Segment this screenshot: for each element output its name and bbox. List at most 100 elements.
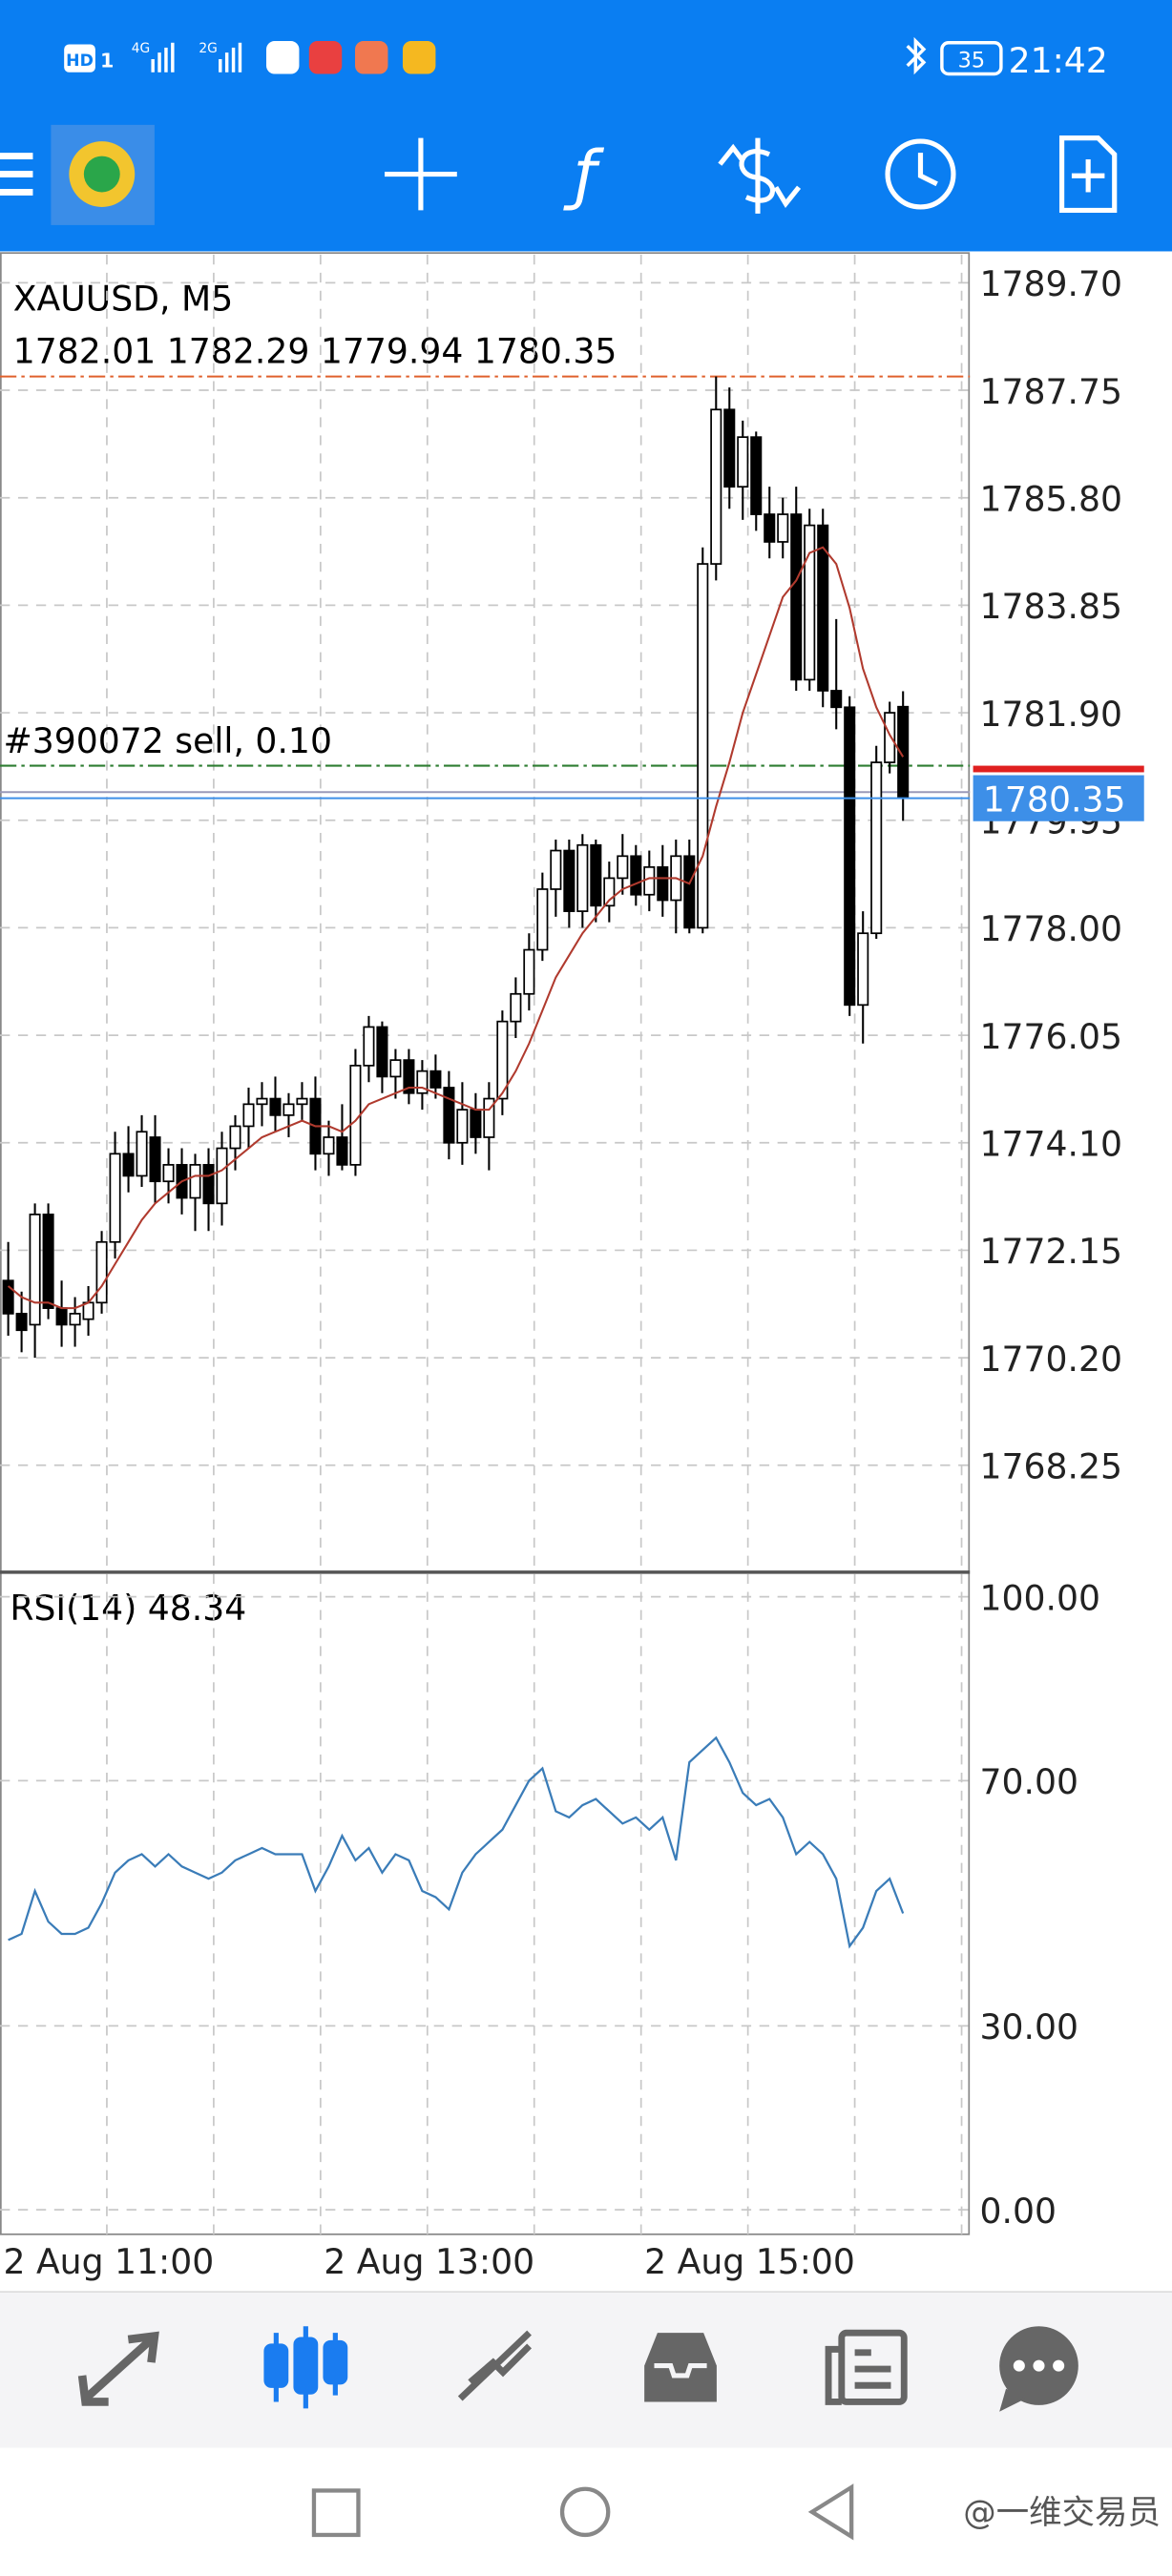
y-tick-label: 1770.20	[979, 1339, 1122, 1380]
x-tick-label: 2 Aug 15:00	[644, 2241, 855, 2282]
network-text: 4G	[132, 41, 150, 56]
hd-text: HD	[66, 52, 94, 71]
trade-tab[interactable]	[457, 2330, 533, 2401]
symbol-title: XAUUSD, M5	[13, 278, 233, 319]
nav-bar	[0, 2447, 1172, 2576]
top-bar	[0, 0, 1172, 252]
y-tick-label: 1778.00	[979, 908, 1122, 949]
chat-tab[interactable]	[999, 2326, 1078, 2412]
y-tick-label: 1776.05	[979, 1016, 1122, 1057]
rsi-title: RSI(14) 48.34	[10, 1588, 246, 1629]
menu-icon[interactable]	[0, 153, 33, 196]
x-tick-label: 2 Aug 11:00	[3, 2241, 214, 2282]
candle-body	[857, 932, 869, 1007]
candle-body	[737, 436, 749, 488]
y-tick-label: 1768.25	[979, 1446, 1122, 1487]
crosshair-button[interactable]	[385, 137, 457, 211]
candle-body	[202, 1164, 215, 1205]
hd-icon	[64, 44, 95, 73]
candle-body	[136, 1131, 148, 1177]
new-order-button[interactable]	[1059, 135, 1118, 213]
bid-tag	[973, 775, 1144, 821]
network-text: 2G	[199, 41, 217, 56]
signal-icon	[151, 42, 175, 73]
news-tab[interactable]	[825, 2329, 908, 2405]
candle-body	[323, 1136, 335, 1155]
candle-body	[229, 1125, 241, 1150]
y-tick-label: 1789.70	[979, 263, 1122, 304]
clock: 21:42	[1009, 40, 1108, 81]
candle-body	[283, 1103, 295, 1116]
y-tick-label: 0.00	[979, 2191, 1057, 2232]
candle-body	[256, 1097, 268, 1106]
candle-body	[55, 1307, 68, 1326]
candle-body	[443, 1087, 455, 1144]
candle-body	[830, 690, 843, 709]
candle-body	[657, 865, 669, 902]
candle-body	[216, 1147, 228, 1205]
candle-body	[884, 712, 896, 763]
chart-tab[interactable]	[263, 2326, 348, 2409]
candle-body	[189, 1164, 201, 1199]
trade-button[interactable]	[718, 137, 802, 214]
order-label: #390072 sell, 0.10	[3, 720, 332, 761]
candle-body	[69, 1313, 81, 1326]
battery-text: 35	[958, 49, 985, 73]
y-tick-label: 1781.90	[979, 694, 1122, 735]
ohlc-high: 1782.29	[167, 331, 310, 372]
candle-body	[149, 1136, 161, 1183]
candle-body	[603, 877, 616, 907]
rsi-line	[8, 1735, 905, 1949]
candle-body	[42, 1214, 54, 1309]
y-tick-label: 1774.10	[979, 1124, 1122, 1165]
moving-average	[7, 546, 905, 1310]
candle-body	[550, 849, 562, 890]
candle-body	[456, 1109, 469, 1144]
ohlc-readout: 1782.01 1782.29 1779.94 1780.35	[13, 331, 617, 372]
ohlc-open: 1782.01	[13, 331, 157, 372]
home-button[interactable]	[559, 2486, 611, 2538]
app-icon	[355, 41, 388, 74]
y-tick-label: 1783.85	[979, 586, 1122, 627]
ohlc-low: 1779.94	[321, 331, 464, 372]
candle-body	[376, 1026, 388, 1078]
candle-body	[523, 948, 535, 995]
candle-body	[95, 1240, 108, 1304]
candle-body	[403, 1059, 415, 1094]
candle-body	[15, 1313, 28, 1332]
candle-body	[122, 1153, 135, 1177]
candle-body	[109, 1153, 121, 1243]
candle-body	[750, 436, 763, 515]
candle-body	[162, 1164, 175, 1183]
ohlc-close: 1780.35	[474, 331, 617, 372]
candle-body	[590, 843, 602, 907]
y-tick-label: 1772.15	[979, 1231, 1122, 1272]
tab-bar	[0, 2292, 1172, 2448]
signal-icon	[219, 42, 242, 73]
candle-body	[804, 524, 816, 681]
y-tick-label: 100.00	[979, 1577, 1100, 1618]
history-tab[interactable]	[644, 2333, 717, 2402]
y-tick-label: 1785.80	[979, 478, 1122, 519]
chart-area[interactable]: XAUUSD, M5 1782.01 1782.29 1779.94 1780.…	[0, 252, 1144, 2282]
sim-text: 1	[100, 50, 114, 73]
y-tick-label: 30.00	[979, 2006, 1078, 2047]
back-button[interactable]	[807, 2483, 854, 2541]
app-icon	[266, 41, 300, 74]
candle-body	[2, 1279, 14, 1315]
bluetooth-icon	[906, 36, 927, 75]
candle-body	[483, 1097, 495, 1138]
candle-body	[563, 849, 576, 912]
app-icon	[402, 41, 436, 74]
candle-body	[470, 1109, 482, 1138]
quotes-tab[interactable]	[77, 2331, 159, 2406]
candle-body	[764, 513, 776, 543]
recents-button[interactable]	[311, 2488, 361, 2538]
ask-marker	[973, 765, 1144, 773]
x-tick-label: 2 Aug 13:00	[324, 2241, 534, 2282]
timeframe-button[interactable]	[885, 138, 956, 210]
candle-body	[697, 563, 709, 929]
battery-icon	[940, 41, 1003, 76]
